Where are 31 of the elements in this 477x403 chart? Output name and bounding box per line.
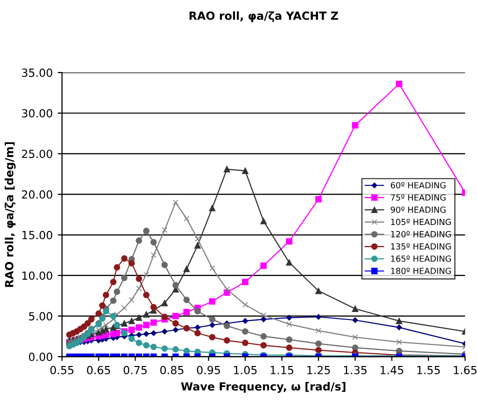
legend-label: 120º HEADING bbox=[391, 231, 451, 238]
x-tick-label: 1.45 bbox=[380, 366, 404, 374]
legend-label: 90º HEADING bbox=[390, 206, 446, 213]
x-tick-label: 1.15 bbox=[270, 366, 294, 374]
y-tick-label: 5.00 bbox=[29, 312, 52, 320]
y-axis-title: RAO roll, φa/ζa [deg/m] bbox=[4, 142, 16, 287]
y-tick-label: 35.00 bbox=[22, 68, 52, 77]
x-tick-label: 0.55 bbox=[50, 366, 74, 374]
chart-title: RAO roll, φa/ζa YACHT Z bbox=[190, 11, 338, 22]
legend-label: 60º HEADING bbox=[390, 182, 446, 188]
y-tick-label: 30.00 bbox=[22, 109, 52, 118]
x-tick-label: 0.65 bbox=[87, 366, 110, 374]
legend-label: 180º HEADING bbox=[391, 268, 451, 274]
x-tick-label: 1.35 bbox=[344, 366, 367, 374]
x-tick-label: 1.05 bbox=[234, 366, 257, 374]
legend-label: 165º HEADING bbox=[391, 255, 451, 262]
legend-label: 75º HEADING bbox=[390, 194, 446, 201]
legend-label: 135º HEADING bbox=[391, 243, 451, 250]
x-tick-label: 1.25 bbox=[307, 366, 330, 374]
x-tick-label: 0.85 bbox=[160, 366, 184, 374]
legend-label: 105º HEADING bbox=[391, 218, 451, 226]
y-tick-label: 25.00 bbox=[22, 150, 52, 158]
y-tick-label: 10.00 bbox=[22, 271, 52, 280]
x-axis-title: Wave Frequency, ω [rad/s] bbox=[181, 382, 346, 393]
y-tick-label: 0.00 bbox=[28, 352, 52, 362]
x-tick-label: 0.75 bbox=[124, 366, 147, 374]
x-tick-label: 1.65 bbox=[454, 366, 476, 374]
x-tick-label: 0.95 bbox=[196, 366, 220, 374]
x-tick-label: 1.55 bbox=[417, 366, 440, 374]
y-tick-label: 20.00 bbox=[22, 190, 52, 199]
y-tick-label: 15.00 bbox=[22, 230, 52, 240]
